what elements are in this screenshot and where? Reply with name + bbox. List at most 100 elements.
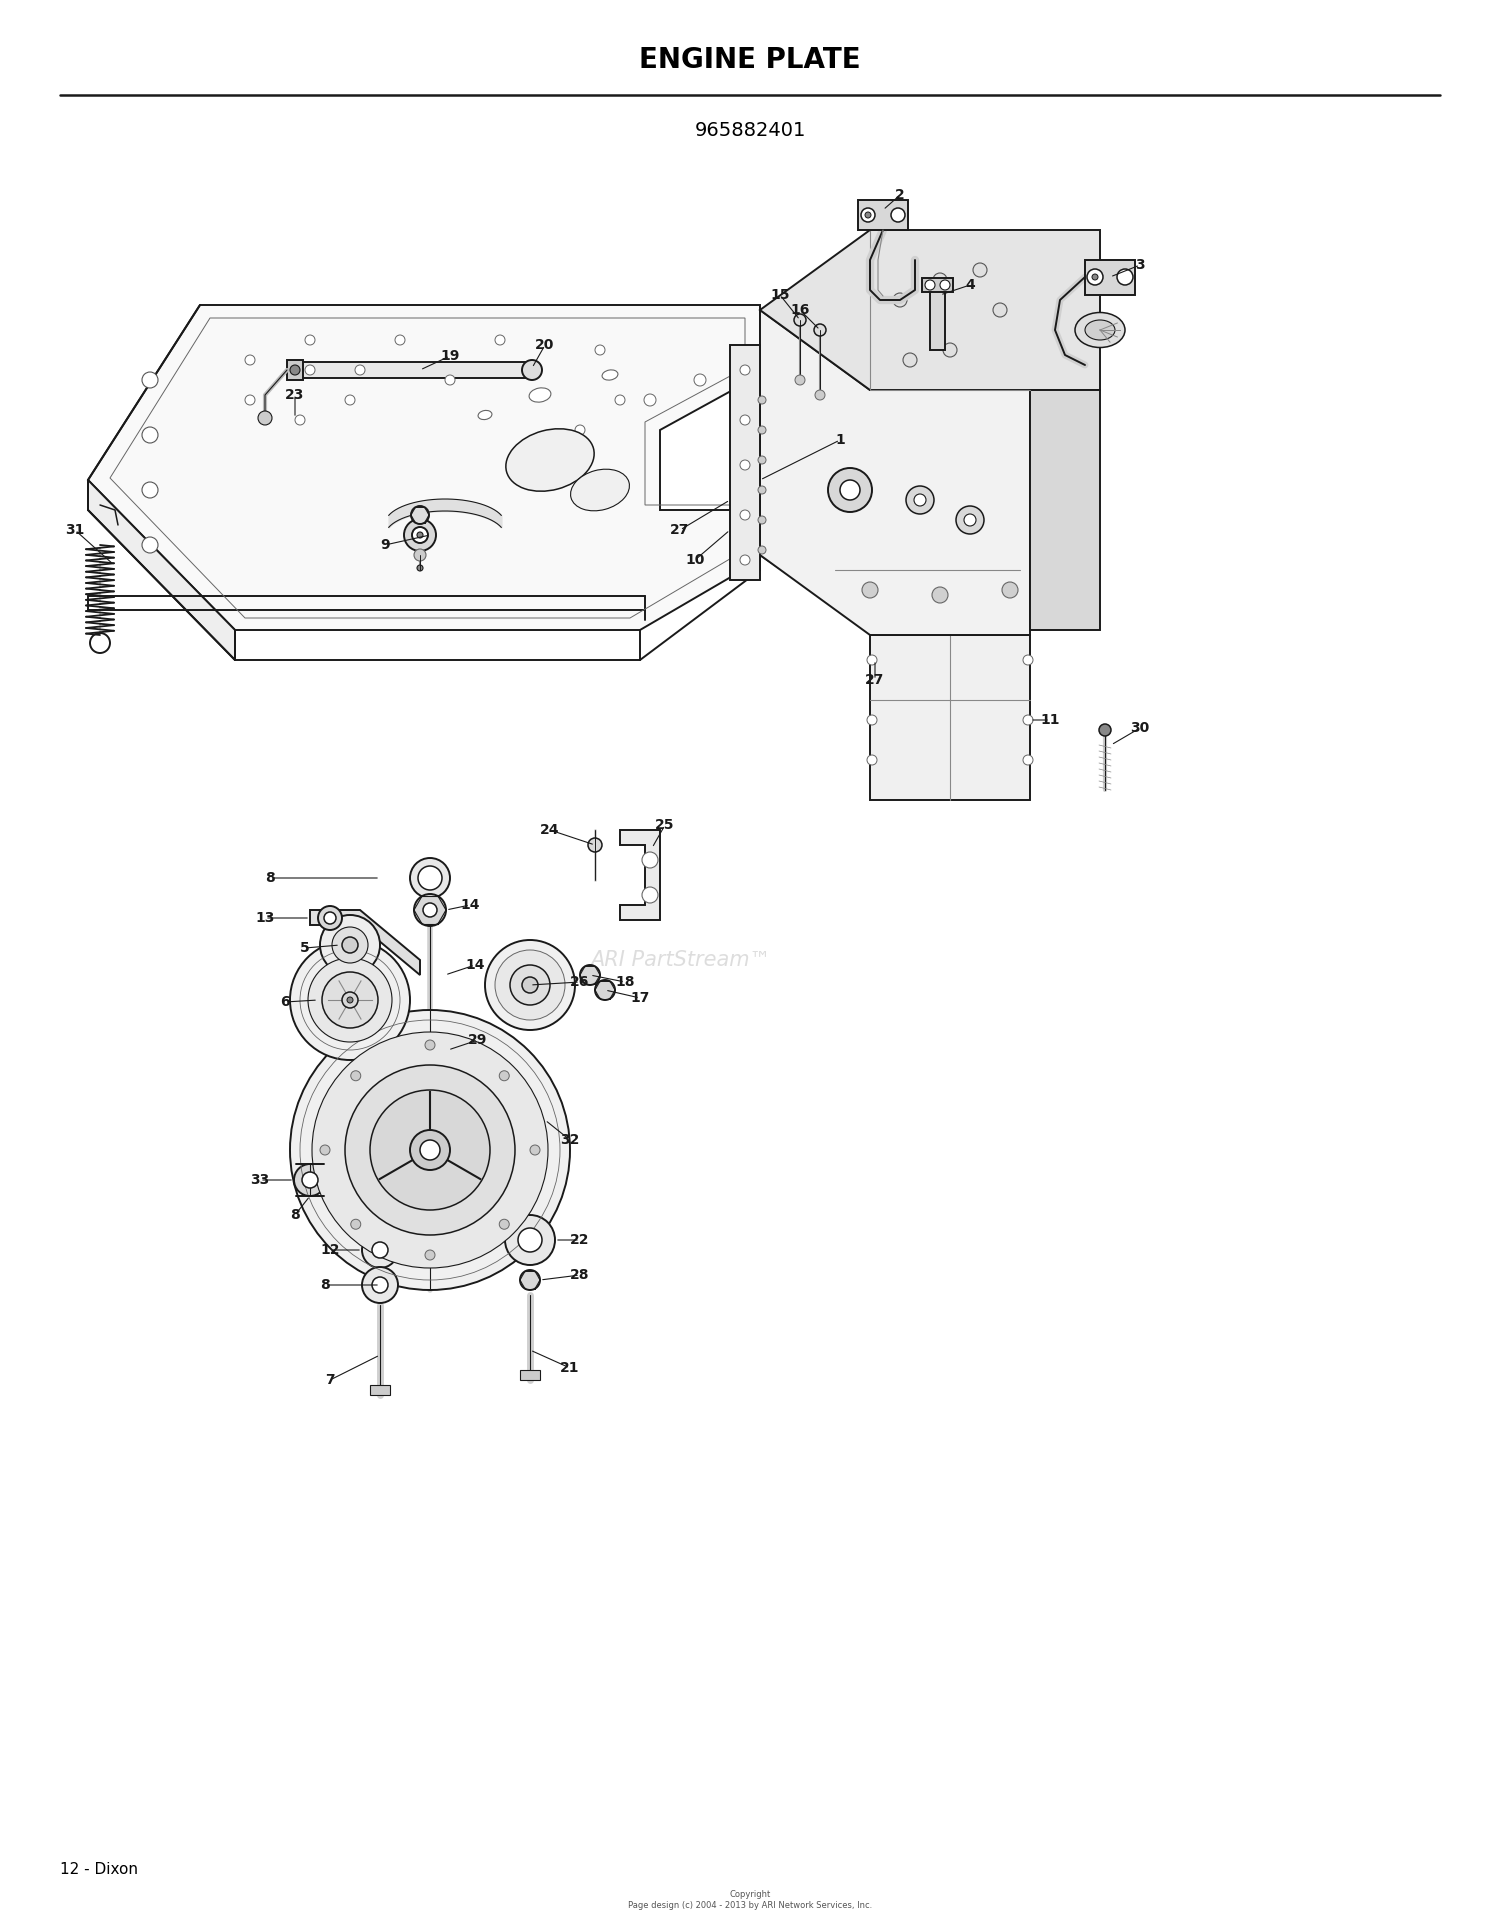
- Text: 29: 29: [468, 1033, 488, 1046]
- Circle shape: [914, 493, 926, 507]
- Polygon shape: [620, 831, 660, 919]
- Text: Copyright
Page design (c) 2004 - 2013 by ARI Network Services, Inc.: Copyright Page design (c) 2004 - 2013 by…: [628, 1890, 872, 1910]
- Circle shape: [351, 1220, 361, 1229]
- Circle shape: [312, 1033, 548, 1268]
- Circle shape: [944, 343, 957, 356]
- Circle shape: [903, 353, 916, 366]
- Text: 8: 8: [266, 871, 274, 884]
- Text: 24: 24: [540, 823, 560, 836]
- Circle shape: [410, 858, 450, 898]
- Circle shape: [574, 426, 585, 436]
- Text: 31: 31: [66, 522, 84, 538]
- Circle shape: [244, 355, 255, 364]
- Polygon shape: [760, 310, 1030, 636]
- Text: ENGINE PLATE: ENGINE PLATE: [639, 46, 861, 73]
- Text: 21: 21: [561, 1360, 579, 1376]
- Circle shape: [1092, 274, 1098, 279]
- Text: 26: 26: [570, 975, 590, 989]
- Polygon shape: [858, 200, 907, 229]
- Text: 7: 7: [326, 1374, 334, 1387]
- Text: 12 - Dixon: 12 - Dixon: [60, 1863, 138, 1877]
- Circle shape: [484, 940, 574, 1031]
- Text: 17: 17: [630, 990, 650, 1006]
- Circle shape: [596, 981, 615, 1000]
- Circle shape: [258, 410, 272, 426]
- Ellipse shape: [1084, 320, 1114, 339]
- Circle shape: [520, 1270, 540, 1289]
- Polygon shape: [88, 304, 760, 630]
- Circle shape: [302, 1172, 318, 1189]
- Text: 5: 5: [300, 940, 310, 956]
- Text: 10: 10: [686, 553, 705, 567]
- Circle shape: [414, 549, 426, 561]
- Text: 14: 14: [460, 898, 480, 911]
- Circle shape: [932, 588, 948, 603]
- Circle shape: [318, 906, 342, 931]
- Circle shape: [322, 971, 378, 1027]
- Circle shape: [294, 1164, 326, 1197]
- Circle shape: [906, 486, 934, 515]
- Circle shape: [304, 335, 315, 345]
- Circle shape: [356, 364, 364, 376]
- Circle shape: [694, 374, 706, 385]
- Circle shape: [840, 480, 860, 499]
- Circle shape: [642, 886, 658, 904]
- Circle shape: [320, 1145, 330, 1154]
- Circle shape: [1088, 270, 1102, 285]
- Circle shape: [500, 1071, 508, 1081]
- Text: 13: 13: [255, 911, 274, 925]
- Circle shape: [644, 393, 656, 407]
- Circle shape: [828, 468, 872, 513]
- Polygon shape: [370, 1386, 390, 1395]
- Circle shape: [926, 279, 934, 289]
- Circle shape: [362, 1266, 398, 1303]
- Circle shape: [413, 526, 428, 543]
- Circle shape: [404, 518, 436, 551]
- Circle shape: [740, 414, 750, 426]
- Circle shape: [758, 457, 766, 464]
- Circle shape: [1118, 270, 1132, 285]
- Circle shape: [867, 755, 877, 765]
- Circle shape: [964, 515, 976, 526]
- Text: 1: 1: [836, 434, 844, 447]
- Circle shape: [342, 937, 358, 954]
- Circle shape: [758, 426, 766, 434]
- Text: 32: 32: [561, 1133, 579, 1147]
- Circle shape: [974, 262, 987, 277]
- Circle shape: [615, 395, 626, 405]
- Text: 25: 25: [656, 817, 675, 832]
- Circle shape: [1100, 725, 1112, 736]
- Text: 28: 28: [570, 1268, 590, 1281]
- Polygon shape: [870, 636, 1030, 800]
- Ellipse shape: [530, 387, 550, 403]
- Circle shape: [324, 911, 336, 925]
- Text: 2: 2: [896, 189, 904, 202]
- Circle shape: [815, 324, 827, 335]
- Text: 6: 6: [280, 994, 290, 1010]
- Circle shape: [522, 977, 538, 992]
- Circle shape: [867, 655, 877, 665]
- Circle shape: [740, 555, 750, 565]
- Circle shape: [142, 538, 158, 553]
- Ellipse shape: [506, 430, 594, 491]
- Circle shape: [933, 274, 946, 287]
- Circle shape: [795, 376, 806, 385]
- Circle shape: [370, 1091, 490, 1210]
- Text: 965882401: 965882401: [694, 121, 806, 139]
- Polygon shape: [930, 289, 945, 351]
- Circle shape: [500, 1220, 508, 1229]
- Text: 16: 16: [790, 303, 810, 318]
- Circle shape: [296, 414, 304, 426]
- Circle shape: [417, 565, 423, 570]
- Circle shape: [308, 958, 392, 1043]
- Circle shape: [495, 335, 506, 345]
- Circle shape: [758, 486, 766, 493]
- Text: 9: 9: [380, 538, 390, 551]
- Circle shape: [290, 364, 300, 376]
- Circle shape: [642, 852, 658, 867]
- Polygon shape: [520, 1370, 540, 1380]
- Circle shape: [758, 516, 766, 524]
- Circle shape: [351, 1071, 361, 1081]
- Ellipse shape: [570, 468, 630, 511]
- Circle shape: [892, 293, 908, 306]
